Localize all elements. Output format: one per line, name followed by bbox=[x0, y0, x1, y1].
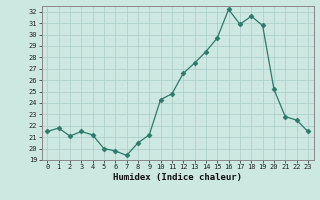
X-axis label: Humidex (Indice chaleur): Humidex (Indice chaleur) bbox=[113, 173, 242, 182]
